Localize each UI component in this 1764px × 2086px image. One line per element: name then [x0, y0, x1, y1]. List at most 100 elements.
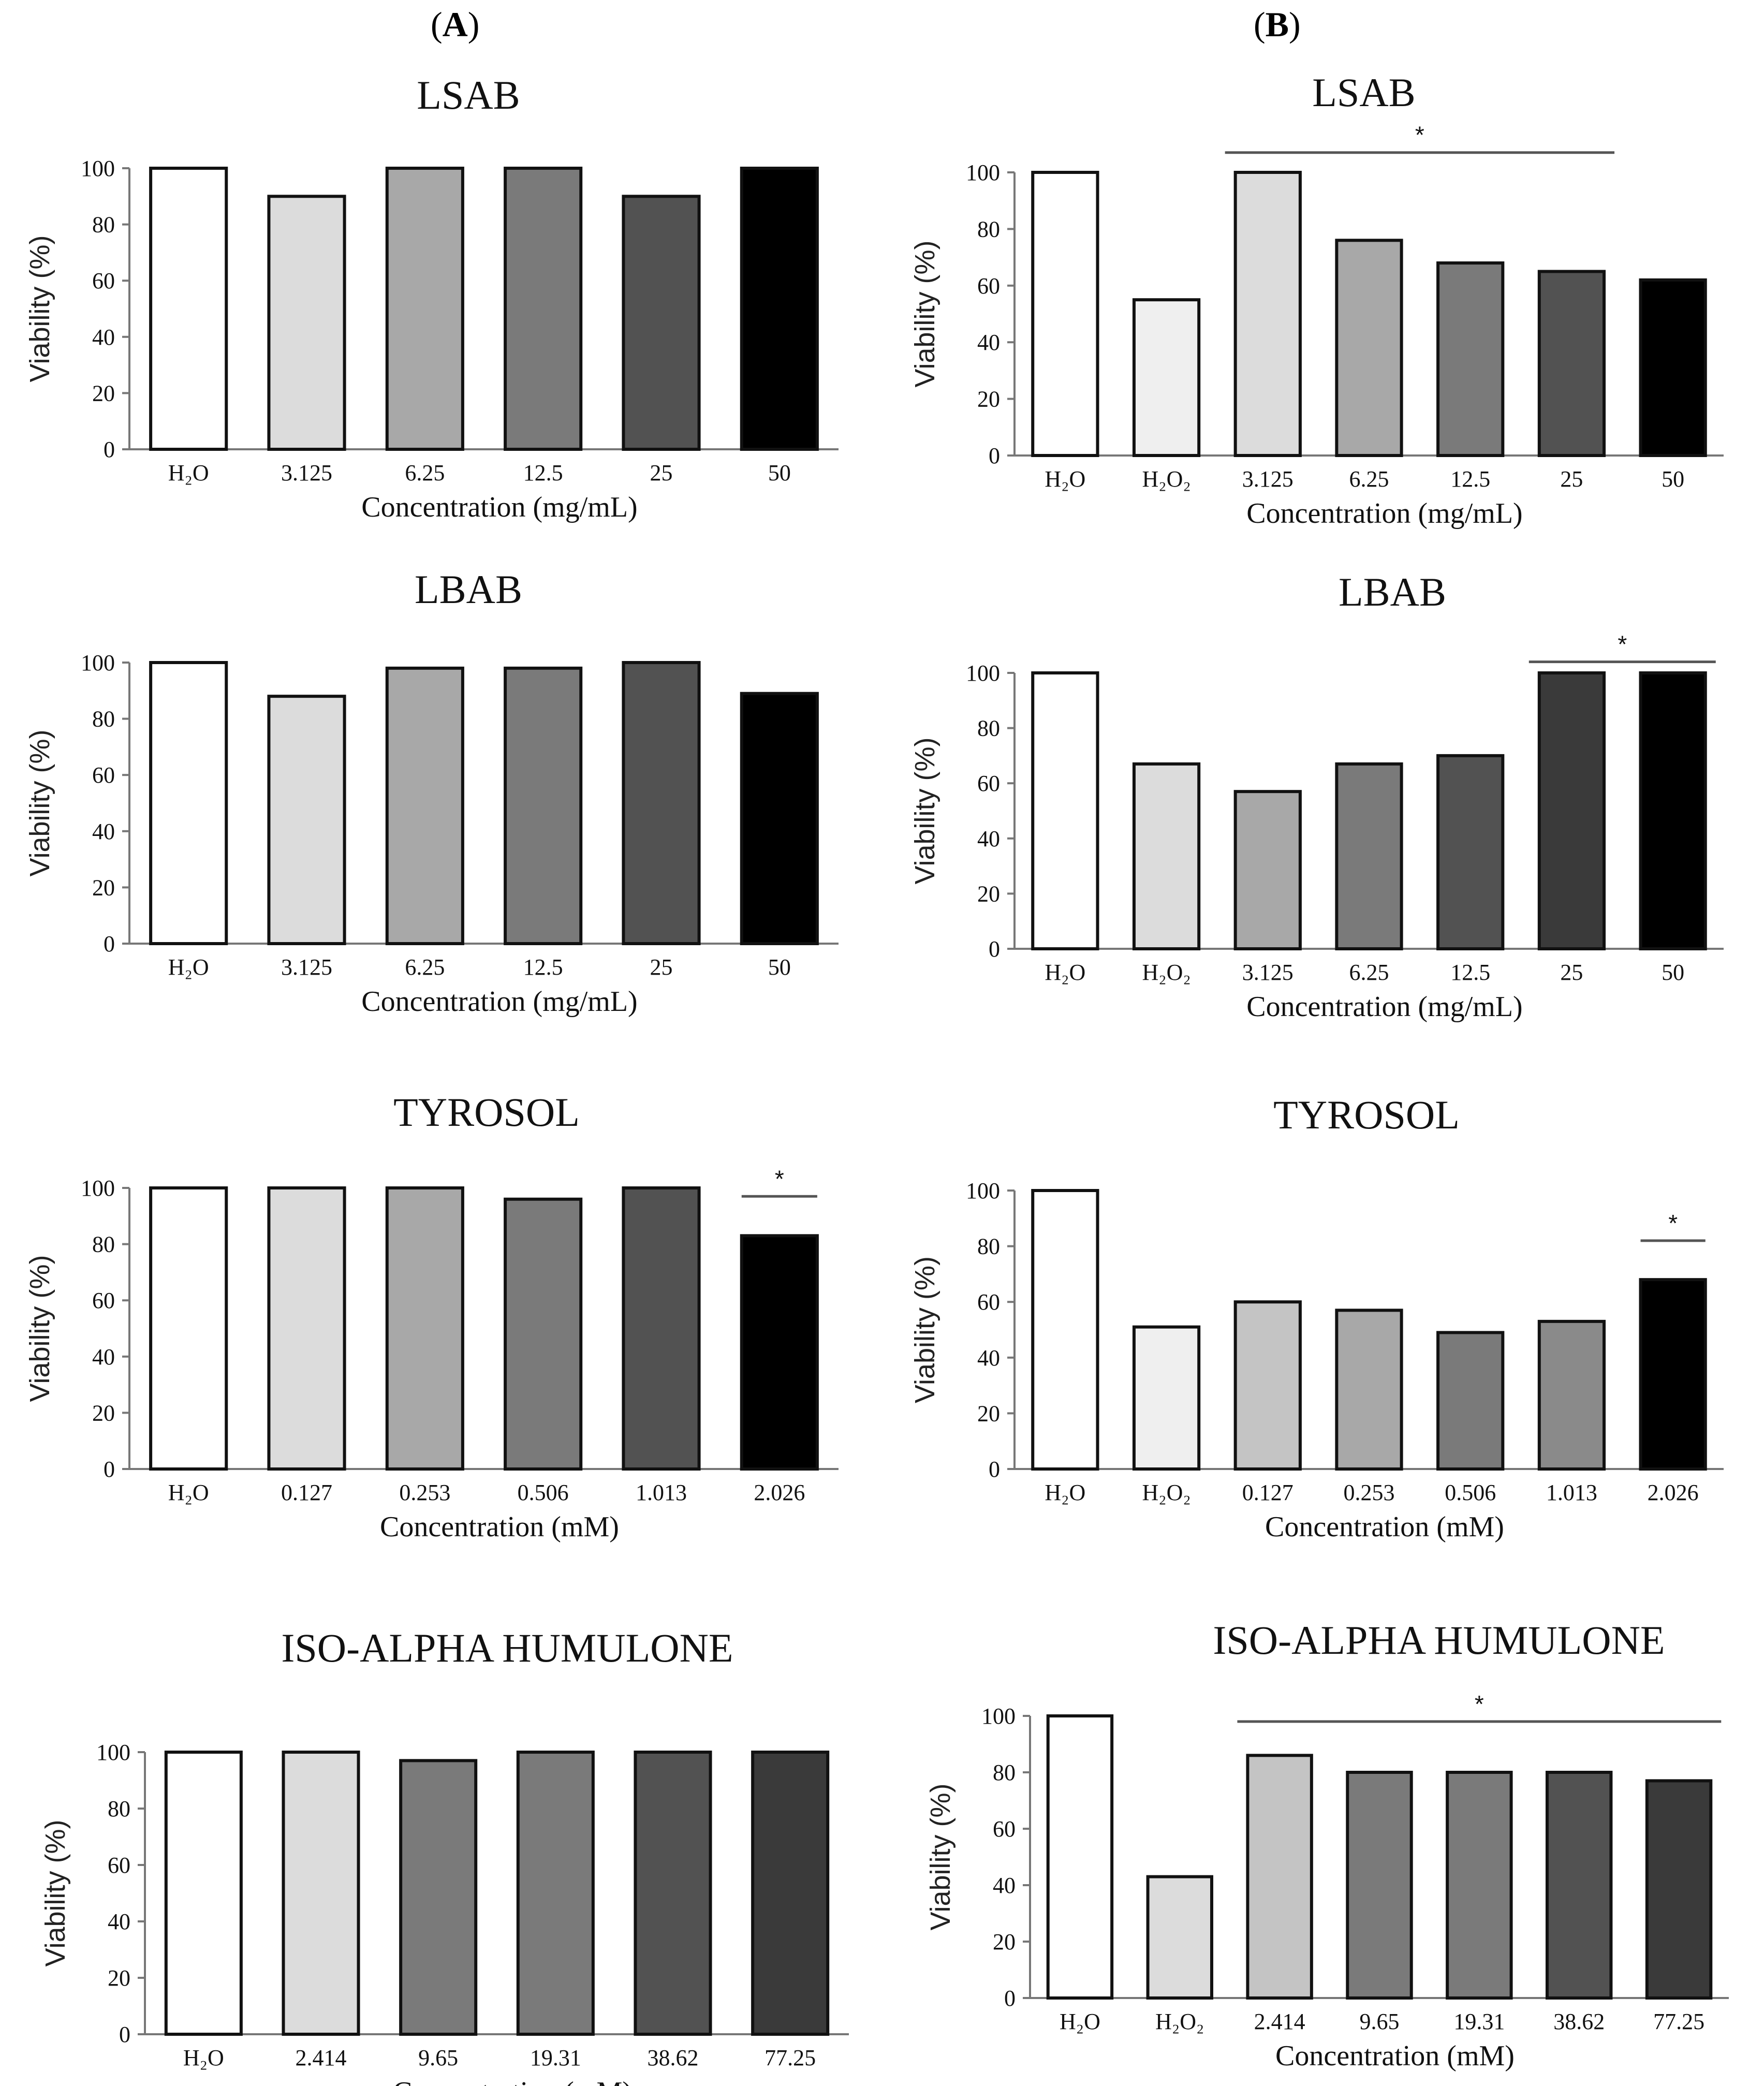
bar-5 — [622, 1186, 701, 1471]
chart-title: ISO-ALPHA HUMULONE — [281, 1625, 733, 1670]
bar-2 — [1146, 1875, 1214, 2000]
bar-6 — [1537, 270, 1606, 457]
bar-3 — [385, 666, 464, 945]
y-tick-label: 40 — [92, 819, 115, 844]
chart-title: TYROSOL — [393, 1090, 580, 1135]
bar-6 — [740, 167, 819, 451]
bar-5 — [1436, 1331, 1505, 1471]
y-tick-label: 60 — [993, 1816, 1016, 1842]
bar-2 — [267, 1186, 346, 1471]
x-tick-label: 0.506 — [518, 1480, 569, 1505]
panel-label-b: (B) — [1254, 5, 1301, 44]
x-tick-label: 0.506 — [1445, 1480, 1496, 1505]
x-axis-title: Concentration (mM) — [380, 1511, 619, 1543]
bar-1 — [1046, 1714, 1114, 2000]
x-tick-label: H₂O₂ — [1142, 466, 1190, 492]
bar-2 — [1132, 298, 1201, 458]
x-tick-label: 50 — [768, 954, 791, 980]
bar-3 — [1246, 1754, 1313, 2000]
chart-3: LBAB 0 20 40 60 80 100 H₂O 3.125 6.25 12.5 25 50 Conc… — [24, 567, 839, 1018]
bar-6 — [740, 1234, 819, 1471]
y-tick-label: 100 — [81, 650, 115, 675]
y-tick-label: 20 — [977, 1401, 1000, 1426]
x-tick-label: H₂O — [1045, 1480, 1085, 1505]
x-tick-label: 9.65 — [1360, 2009, 1400, 2034]
bar-4 — [1335, 1309, 1403, 1471]
significance-marker: * — [1668, 1210, 1678, 1237]
x-tick-label: 6.25 — [1349, 960, 1389, 985]
y-tick-label: 100 — [81, 156, 115, 181]
bar-5 — [622, 195, 701, 451]
bar-3 — [1233, 171, 1302, 457]
bar-5 — [634, 1751, 712, 2036]
bar-4 — [504, 1197, 583, 1471]
y-tick-label: 40 — [108, 1909, 130, 1934]
bar-6 — [751, 1751, 830, 2036]
x-tick-label: 2.414 — [296, 2045, 347, 2070]
bar-2 — [267, 195, 346, 451]
bar-5 — [1446, 1771, 1513, 2000]
x-tick-label: 25 — [1560, 466, 1583, 492]
y-tick-label: 40 — [92, 1344, 115, 1370]
x-tick-label: H₂O — [1045, 466, 1085, 492]
x-tick-label: 0.253 — [1344, 1480, 1395, 1505]
x-tick-label: 6.25 — [405, 460, 445, 486]
bar-2 — [1132, 1325, 1201, 1471]
y-tick-label: 80 — [92, 707, 115, 732]
x-axis-title: Concentration (mg/mL) — [1246, 991, 1522, 1023]
y-tick-label: 80 — [108, 1796, 130, 1821]
bar-4 — [1335, 762, 1403, 950]
y-axis-title: Viability (%) — [24, 1255, 55, 1402]
y-tick-label: 80 — [92, 1232, 115, 1257]
chart-title: TYROSOL — [1273, 1092, 1460, 1137]
chart-5: TYROSOL 0 20 40 60 80 100 H₂O 0.127 0.253 0.506 1.0… — [24, 1090, 839, 1543]
y-tick-label: 100 — [966, 1178, 1000, 1203]
x-tick-label: 25 — [1560, 960, 1583, 985]
bar-6 — [1537, 671, 1606, 950]
y-tick-label: 60 — [92, 268, 115, 293]
y-tick-label: 20 — [92, 1400, 115, 1426]
x-tick-label: H₂O₂ — [1142, 960, 1190, 985]
x-tick-label: H₂O₂ — [1155, 2009, 1204, 2034]
x-tick-label: 38.62 — [1553, 2009, 1605, 2034]
significance-marker: * — [1415, 122, 1424, 149]
y-axis-title: Viability (%) — [925, 1783, 956, 1930]
y-tick-label: 20 — [108, 1965, 130, 1991]
x-tick-label: 2.026 — [754, 1480, 805, 1505]
y-tick-label: 40 — [993, 1873, 1016, 1898]
y-tick-label: 40 — [977, 1345, 1000, 1371]
x-tick-label: 25 — [650, 954, 673, 980]
x-axis-title: Concentration (mM) — [393, 2076, 632, 2086]
bar-3 — [1233, 1300, 1302, 1471]
x-tick-label: 0.127 — [281, 1480, 332, 1505]
bar-5 — [1436, 754, 1505, 951]
bar-2 — [282, 1751, 360, 2036]
significance-marker: * — [775, 1165, 784, 1192]
y-tick-label: 80 — [977, 716, 1000, 741]
chart-title: LSAB — [417, 72, 520, 117]
bar-1 — [1031, 671, 1099, 950]
y-tick-label: 80 — [993, 1760, 1016, 1785]
x-tick-label: 2.026 — [1648, 1480, 1699, 1505]
x-tick-label: 19.31 — [530, 2045, 581, 2070]
bar-4 — [1346, 1771, 1413, 2000]
x-tick-label: 1.013 — [636, 1480, 687, 1505]
bar-4 — [516, 1751, 595, 2036]
x-tick-label: 12.5 — [523, 460, 563, 486]
bar-4 — [504, 167, 583, 451]
x-axis-title: Concentration (mg/mL) — [361, 986, 637, 1018]
chart-1: LSAB 0 20 40 60 80 100 H₂O 3.125 6.25 12.5 25 50 Conc… — [24, 72, 839, 523]
bar-3 — [1233, 790, 1302, 950]
y-tick-label: 0 — [104, 1457, 115, 1482]
x-tick-label: 1.013 — [1546, 1480, 1597, 1505]
bar-7 — [1639, 671, 1707, 950]
bar-2 — [267, 695, 346, 946]
y-tick-label: 60 — [92, 1288, 115, 1313]
y-tick-label: 20 — [993, 1929, 1016, 1955]
bar-5 — [622, 661, 701, 945]
x-tick-label: H₂O₂ — [1142, 1480, 1190, 1505]
x-tick-label: H₂O — [1060, 2009, 1100, 2034]
y-tick-label: 0 — [989, 443, 1000, 468]
x-tick-label: 3.125 — [281, 954, 332, 980]
